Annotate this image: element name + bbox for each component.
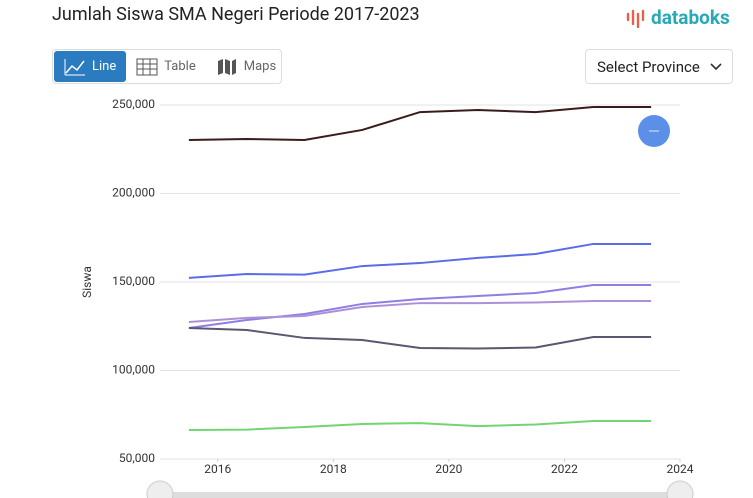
series-line bbox=[188, 299, 652, 323]
tab-label: Maps bbox=[243, 59, 277, 74]
range-slider[interactable] bbox=[160, 492, 680, 498]
chart-title: Jumlah Siswa SMA Negeri Periode 2017-202… bbox=[52, 4, 420, 25]
view-tabs: Line Table Maps bbox=[52, 49, 282, 84]
series-line bbox=[188, 419, 652, 431]
chevron bbox=[710, 62, 722, 70]
x-tick-label: 2020 bbox=[435, 462, 462, 476]
y-tick-label: 150,000 bbox=[112, 274, 155, 288]
logo-text: databoks bbox=[651, 6, 730, 29]
x-tick-label: 2016 bbox=[204, 462, 231, 476]
x-tick-label: 2022 bbox=[551, 462, 578, 476]
y-axis-label: Siswa bbox=[80, 266, 94, 298]
icon bbox=[217, 58, 236, 75]
series-line bbox=[188, 327, 652, 350]
select-label: Select Province bbox=[597, 57, 700, 76]
y-tick-label: 50,000 bbox=[119, 451, 155, 465]
x-tick-label: 2018 bbox=[320, 462, 347, 476]
chart: Siswa 50,000 100,000 150,000 200,000 250,000… bbox=[80, 97, 694, 498]
icon bbox=[64, 58, 85, 75]
y-tick-label: 100,000 bbox=[112, 363, 155, 377]
logo-icon bbox=[626, 9, 645, 28]
tab-table[interactable]: Table bbox=[126, 51, 205, 82]
y-tick-label: 200,000 bbox=[112, 186, 155, 200]
slider-handle[interactable] bbox=[146, 480, 174, 498]
icon bbox=[136, 58, 158, 75]
slider-handle[interactable] bbox=[666, 480, 694, 498]
y-tick-label: 250,000 bbox=[112, 97, 155, 111]
x-tick-label: 2024 bbox=[667, 462, 694, 476]
logo: databoks bbox=[626, 6, 730, 29]
tab-line[interactable]: Line bbox=[54, 51, 127, 82]
series-line bbox=[188, 284, 652, 330]
series-line bbox=[188, 105, 652, 142]
province-select[interactable]: Select Province bbox=[585, 49, 733, 84]
tab-label: Line bbox=[92, 59, 117, 74]
tab-maps[interactable]: Maps bbox=[206, 51, 286, 82]
series-line bbox=[188, 242, 652, 279]
tab-label: Table bbox=[164, 59, 196, 74]
